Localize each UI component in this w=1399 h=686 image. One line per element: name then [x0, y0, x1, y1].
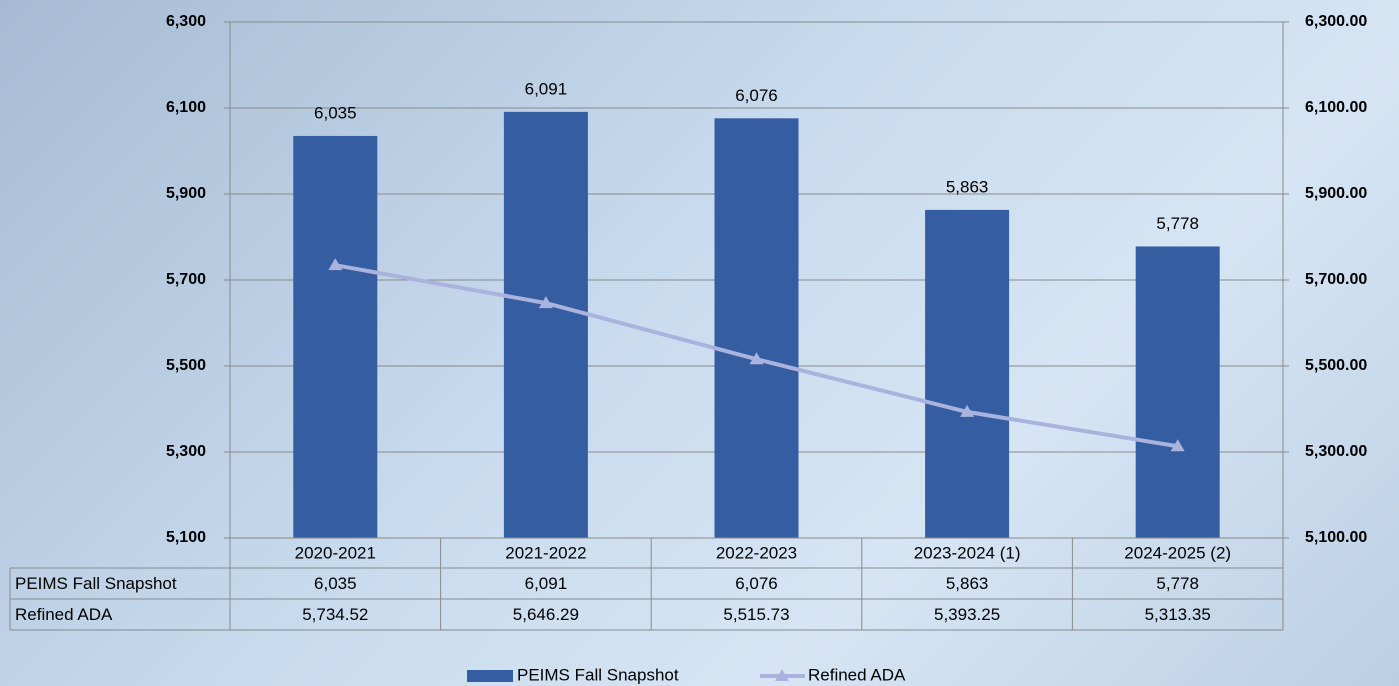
data-label: 5,778 [1156, 214, 1199, 233]
table-cell: 5,863 [946, 574, 989, 593]
y2-tick-label: 5,500.00 [1305, 357, 1367, 374]
bar [1135, 246, 1220, 538]
data-label: 6,091 [525, 79, 568, 98]
table-cell: 5,778 [1156, 574, 1199, 593]
bar [925, 209, 1010, 538]
y-tick-label: 5,700 [166, 271, 206, 288]
y-tick-label: 5,900 [166, 185, 206, 202]
legend-marker [775, 669, 789, 681]
y-tick-label: 6,100 [166, 99, 206, 116]
table-row-header: PEIMS Fall Snapshot [15, 574, 177, 593]
data-label: 6,076 [735, 86, 778, 105]
table-cell: 5,313.35 [1145, 605, 1211, 624]
y2-tick-label: 5,100.00 [1305, 529, 1367, 546]
y-tick-label: 5,300 [166, 443, 206, 460]
bar [293, 135, 378, 538]
table-cell: 6,035 [314, 574, 357, 593]
bar [714, 118, 799, 538]
line-marker [538, 296, 553, 309]
table-cell: 6,091 [525, 574, 568, 593]
y2-tick-label: 6,100.00 [1305, 99, 1367, 116]
legend-label: Refined ADA [808, 665, 906, 684]
table-cell: 5,734.52 [302, 605, 368, 624]
table-cell: 5,393.25 [934, 605, 1000, 624]
y2-tick-label: 6,300.00 [1305, 13, 1367, 30]
table-cell: 5,646.29 [513, 605, 579, 624]
table-cell: 6,076 [735, 574, 778, 593]
x-tick-label: 2021-2022 [505, 543, 586, 562]
x-tick-label: 2023-2024 (1) [914, 543, 1021, 562]
legend-swatch [467, 670, 513, 682]
line-marker [328, 258, 343, 271]
data-label: 5,863 [946, 177, 989, 196]
x-tick-label: 2020-2021 [295, 543, 376, 562]
line-marker [960, 404, 975, 417]
x-tick-label: 2022-2023 [716, 543, 797, 562]
y-tick-label: 6,300 [166, 13, 206, 30]
bar [503, 111, 588, 539]
data-label: 6,035 [314, 103, 357, 122]
line-marker [749, 352, 764, 365]
x-tick-label: 2024-2025 (2) [1124, 543, 1231, 562]
y2-tick-label: 5,900.00 [1305, 185, 1367, 202]
line-marker [1170, 439, 1185, 452]
y-tick-label: 5,500 [166, 357, 206, 374]
y2-tick-label: 5,300.00 [1305, 443, 1367, 460]
y-tick-label: 5,100 [166, 529, 206, 546]
y2-tick-label: 5,700.00 [1305, 271, 1367, 288]
legend-label: PEIMS Fall Snapshot [517, 665, 679, 684]
table-cell: 5,515.73 [723, 605, 789, 624]
table-row-header: Refined ADA [15, 605, 113, 624]
